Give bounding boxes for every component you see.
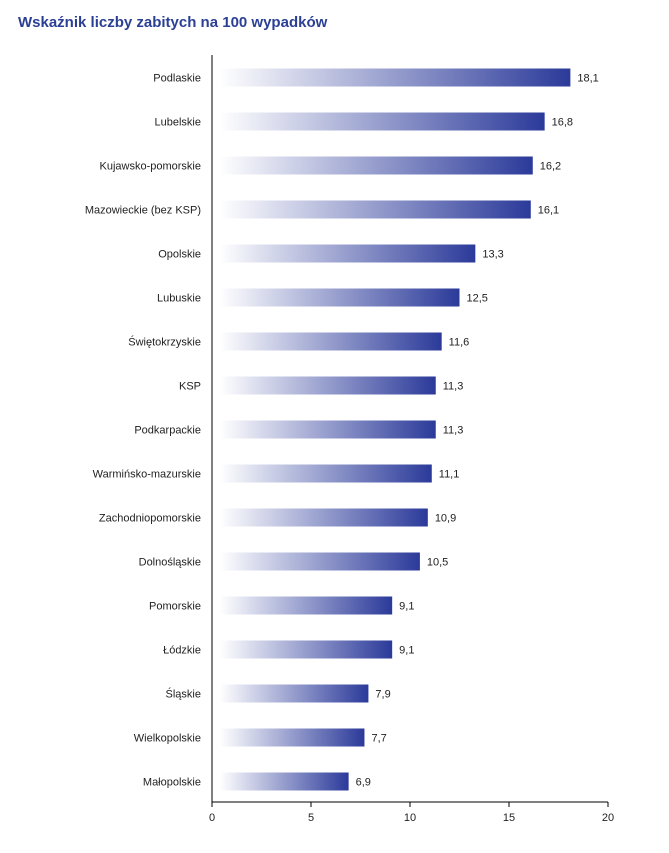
- value-label: 11,6: [449, 337, 470, 349]
- category-label: KSP: [179, 381, 201, 393]
- bar-13: [220, 640, 393, 659]
- value-label: 16,1: [538, 205, 559, 217]
- bar-11: [220, 552, 420, 571]
- value-label: 9,1: [399, 645, 414, 657]
- category-label: Lubuskie: [157, 293, 201, 305]
- value-label: 10,5: [427, 557, 448, 569]
- value-label: 18,1: [577, 73, 598, 85]
- bar-8: [220, 420, 436, 439]
- category-label: Małopolskie: [143, 777, 201, 789]
- bar-15: [220, 728, 365, 747]
- bar-4: [220, 244, 476, 263]
- value-label: 9,1: [399, 601, 414, 613]
- value-label: 11,1: [439, 469, 460, 481]
- value-label: 10,9: [435, 513, 456, 525]
- bar-0: [220, 68, 571, 87]
- category-label: Dolnośląskie: [139, 557, 201, 569]
- value-label: 16,2: [540, 161, 561, 173]
- category-label: Podlaskie: [153, 73, 201, 85]
- x-tick-label: 15: [503, 812, 515, 824]
- x-tick-label: 0: [209, 812, 215, 824]
- category-label: Warmińsko-mazurskie: [93, 469, 201, 481]
- bar-7: [220, 376, 436, 395]
- bar-5: [220, 288, 460, 307]
- bar-9: [220, 464, 432, 483]
- bar-3: [220, 200, 531, 219]
- category-label: Wielkopolskie: [134, 733, 201, 745]
- category-label: Łódzkie: [163, 645, 201, 657]
- value-label: 11,3: [443, 381, 464, 393]
- bar-16: [220, 772, 349, 791]
- value-label: 6,9: [356, 777, 371, 789]
- bar-12: [220, 596, 393, 615]
- bar-2: [220, 156, 533, 175]
- value-label: 12,5: [467, 293, 488, 305]
- x-tick-label: 10: [404, 812, 416, 824]
- bar-6: [220, 332, 442, 351]
- category-label: Mazowieckie (bez KSP): [85, 205, 201, 217]
- value-label: 7,9: [375, 689, 390, 701]
- value-label: 7,7: [371, 733, 386, 745]
- bar-14: [220, 684, 369, 703]
- value-label: 13,3: [482, 249, 503, 261]
- value-label: 16,8: [552, 117, 573, 129]
- category-label: Lubelskie: [155, 117, 201, 129]
- chart-title: Wskaźnik liczby zabitych na 100 wypadków: [18, 14, 328, 31]
- category-label: Zachodniopomorskie: [99, 513, 201, 525]
- bar-10: [220, 508, 428, 527]
- category-label: Opolskie: [158, 249, 201, 261]
- bar-1: [220, 112, 545, 131]
- category-label: Pomorskie: [149, 601, 201, 613]
- category-label: Śląskie: [166, 688, 201, 701]
- category-label: Podkarpackie: [134, 425, 201, 437]
- category-label: Kujawsko-pomorskie: [100, 161, 201, 173]
- x-tick-label: 20: [602, 812, 614, 824]
- category-label: Świętokrzyskie: [128, 336, 201, 349]
- x-tick-label: 5: [308, 812, 314, 824]
- value-label: 11,3: [443, 425, 464, 437]
